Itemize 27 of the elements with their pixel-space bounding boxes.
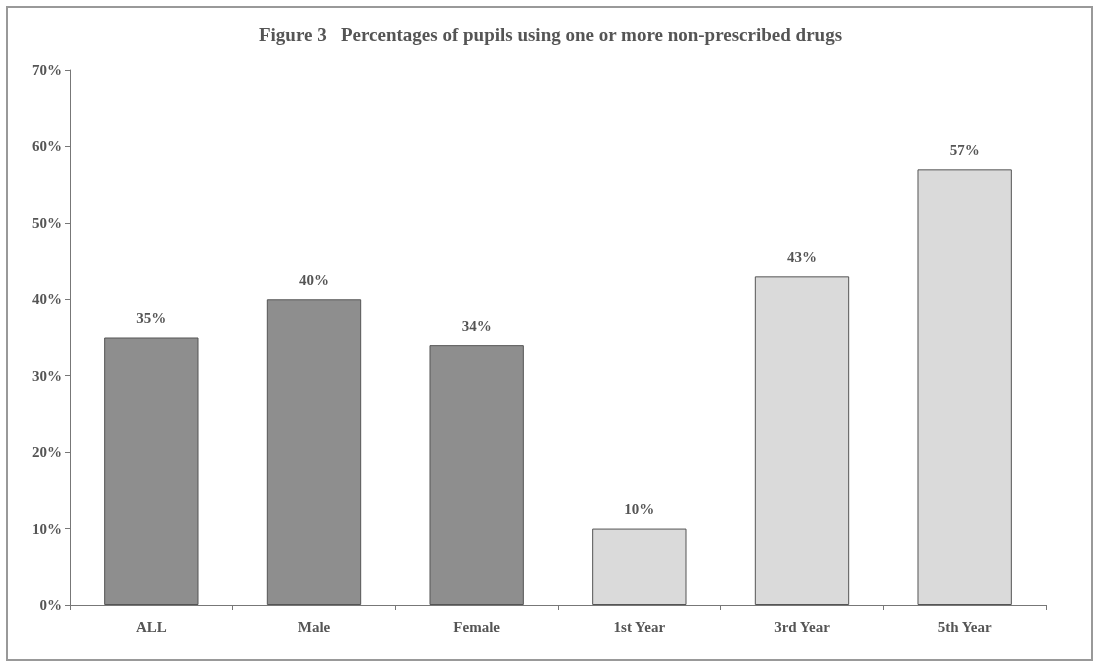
data-label: 57% xyxy=(949,141,980,158)
x-tick-label: ALL xyxy=(135,618,167,635)
data-label: 34% xyxy=(461,317,492,334)
chart-title: Figure 3 Percentages of pupils using one or more non-prescribed drugs xyxy=(258,24,843,45)
data-label: 43% xyxy=(787,248,817,265)
y-tick-label: 20% xyxy=(32,444,62,461)
bar xyxy=(592,528,687,605)
bar xyxy=(754,276,850,605)
x-tick-label: 5th Year xyxy=(937,618,993,635)
y-tick-label: 40% xyxy=(32,291,62,308)
bar xyxy=(917,169,1012,605)
y-tick-label: 50% xyxy=(32,214,62,231)
data-label: 40% xyxy=(299,271,329,288)
x-tick-label: 1st Year xyxy=(613,618,666,635)
y-tick-label: 0% xyxy=(39,597,62,613)
x-tick-label: Female xyxy=(453,618,501,635)
bar xyxy=(104,337,199,605)
data-label: 10% xyxy=(624,501,655,518)
bar xyxy=(266,299,362,605)
y-tick-label: 60% xyxy=(32,138,62,155)
bar xyxy=(429,345,524,605)
y-tick-label: 70% xyxy=(32,62,62,78)
y-tick-label: 30% xyxy=(32,367,62,384)
data-label: 35% xyxy=(136,310,167,326)
y-tick-label: 10% xyxy=(32,520,62,537)
x-tick-label: Male xyxy=(297,618,331,635)
x-tick-label: 3rd Year xyxy=(774,618,831,635)
